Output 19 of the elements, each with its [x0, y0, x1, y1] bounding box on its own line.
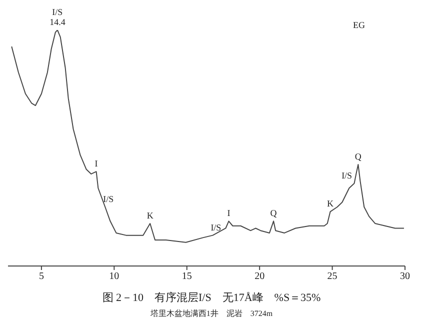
- annotation: Q: [270, 208, 278, 218]
- text: 塔里木盆地满西1井 泥岩 3724m: [149, 308, 274, 319]
- x-tick-label: 30: [400, 271, 410, 282]
- annotation: I/S: [342, 170, 352, 180]
- annotation: I/S 14.4: [50, 7, 66, 27]
- x-tick-label: 5: [38, 271, 44, 282]
- annotation: K: [146, 210, 154, 221]
- annotation: I/S: [103, 194, 114, 204]
- x-tick-label: 20: [254, 271, 265, 282]
- annotation: K: [327, 198, 334, 209]
- x-tick-label: 25: [327, 271, 338, 282]
- annotation: I/S: [210, 222, 222, 232]
- text: 图 2－10 有序混层I/S 无17Å峰 %S＝35%: [101, 290, 322, 305]
- x-tick-label: 10: [109, 271, 120, 282]
- x-tick-label: 15: [182, 271, 192, 282]
- annotation: I: [94, 158, 98, 169]
- annotation: I: [227, 208, 230, 218]
- annotation: EG: [353, 20, 365, 30]
- annotation: Q: [354, 152, 362, 162]
